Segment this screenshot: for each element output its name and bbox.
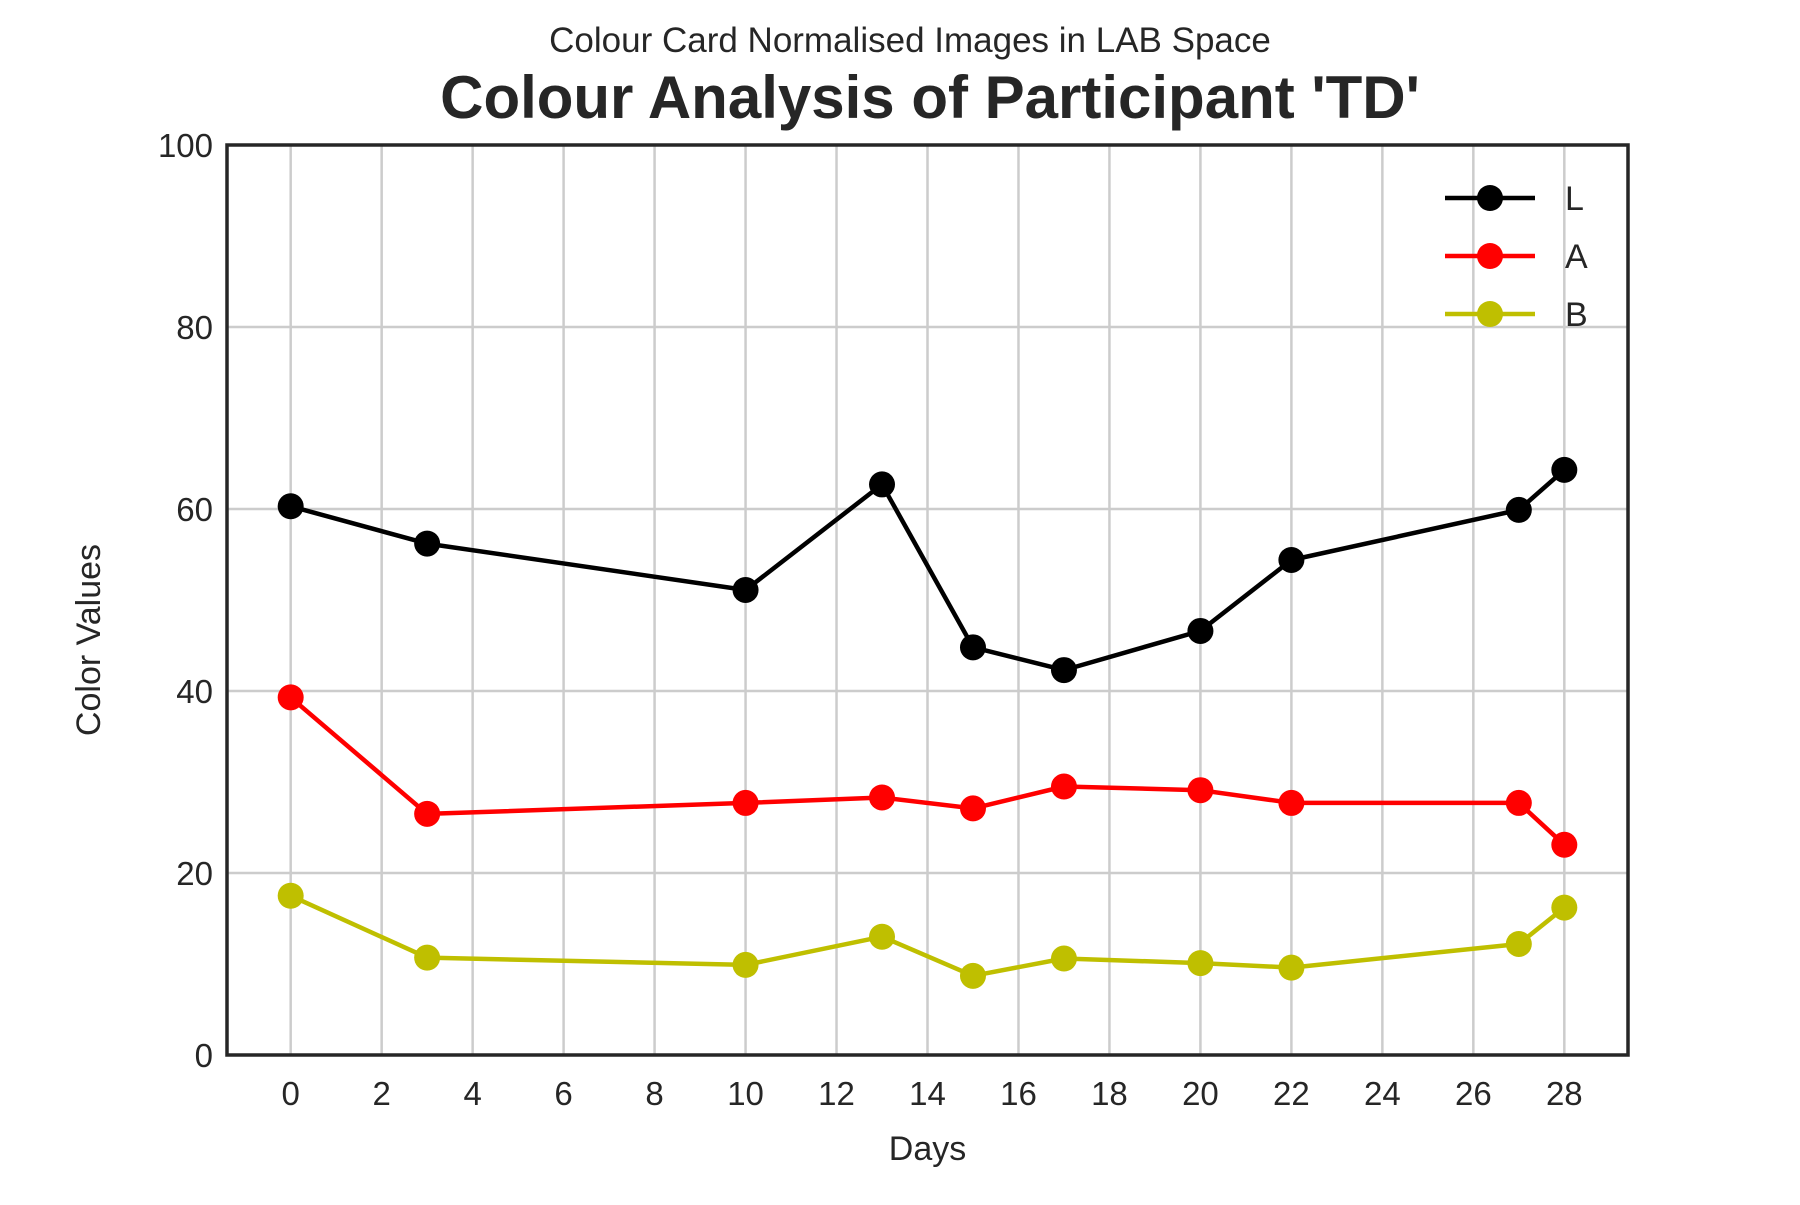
data-point-l [277,493,304,520]
legend-label-b: B [1565,296,1588,334]
legend: LAB [1445,180,1588,334]
data-point-l [732,576,759,603]
chart-title: Colour Analysis of Participant 'TD' [440,64,1420,131]
data-point-b [1187,950,1214,977]
data-point-a [959,795,986,822]
legend-marker-l [1477,185,1503,211]
x-tick-label: 16 [1000,1075,1037,1112]
y-tick-label: 80 [176,309,213,346]
x-tick-label: 22 [1273,1075,1310,1112]
x-tick-label: 14 [909,1075,946,1112]
x-tick-label: 20 [1182,1075,1219,1112]
data-point-b [414,944,441,971]
x-tick-label: 10 [727,1075,764,1112]
legend-label-l: L [1565,180,1584,218]
data-point-l [1505,496,1532,523]
series-l [277,456,1578,684]
y-tick-label: 0 [195,1037,213,1074]
y-tick-label: 20 [176,855,213,892]
legend-marker-a [1477,243,1503,269]
series-line-l [290,468,1566,673]
y-tick-label: 40 [176,673,213,710]
data-point-l [1187,617,1214,644]
legend-item-l: L [1445,180,1584,218]
x-tick-label: 6 [554,1075,572,1112]
legend-item-b: B [1445,296,1588,334]
x-tick-label: 28 [1546,1075,1583,1112]
data-point-l [1050,657,1077,684]
data-point-b [732,951,759,978]
data-point-l [1278,546,1305,573]
data-point-a [1187,777,1214,804]
chart-subtitle: Colour Card Normalised Images in LAB Spa… [549,21,1271,60]
y-tick-labels: 0 20 40 60 80 100 [158,127,213,1074]
x-tick-label: 4 [463,1075,481,1112]
x-tick-labels: 0 2 4 6 8 10 12 14 16 18 20 22 24 26 28 [282,1075,1583,1112]
legend-item-a: A [1445,238,1588,276]
data-point-b [959,962,986,989]
y-axis-label: Color Values [70,544,108,736]
x-tick-label: 26 [1455,1075,1492,1112]
x-tick-label: 18 [1091,1075,1128,1112]
data-point-a [414,800,441,827]
data-point-b [1050,945,1077,972]
series-line-b [289,893,1566,979]
legend-marker-b [1477,301,1503,327]
x-tick-label: 2 [372,1075,390,1112]
series-line-a [289,695,1566,847]
x-tick-label: 8 [645,1075,663,1112]
data-point-a [869,784,896,811]
x-tick-label: 0 [282,1075,300,1112]
legend-label-a: A [1565,238,1588,276]
data-point-a [277,684,304,711]
data-point-a [1551,831,1578,858]
data-point-a [732,789,759,816]
y-tick-label: 100 [158,127,213,164]
data-point-b [1278,954,1305,981]
data-point-l [414,530,441,557]
data-point-b [277,882,304,909]
y-tick-label: 60 [176,491,213,528]
data-point-b [1551,894,1578,921]
x-tick-label: 12 [818,1075,855,1112]
x-tick-label: 24 [1364,1075,1401,1112]
x-axis-label: Days [889,1130,966,1168]
data-point-a [1050,773,1077,800]
data-point-b [1505,930,1532,957]
grid-lines [227,143,1628,1057]
series-b [277,882,1578,989]
data-point-b [869,923,896,950]
series-group [277,456,1578,989]
data-point-l [959,634,986,661]
data-point-l [1551,456,1578,483]
data-point-a [1505,789,1532,816]
data-point-a [1278,789,1305,816]
series-a [277,684,1578,858]
plot-frame [225,143,1630,1057]
data-point-l [869,471,896,498]
